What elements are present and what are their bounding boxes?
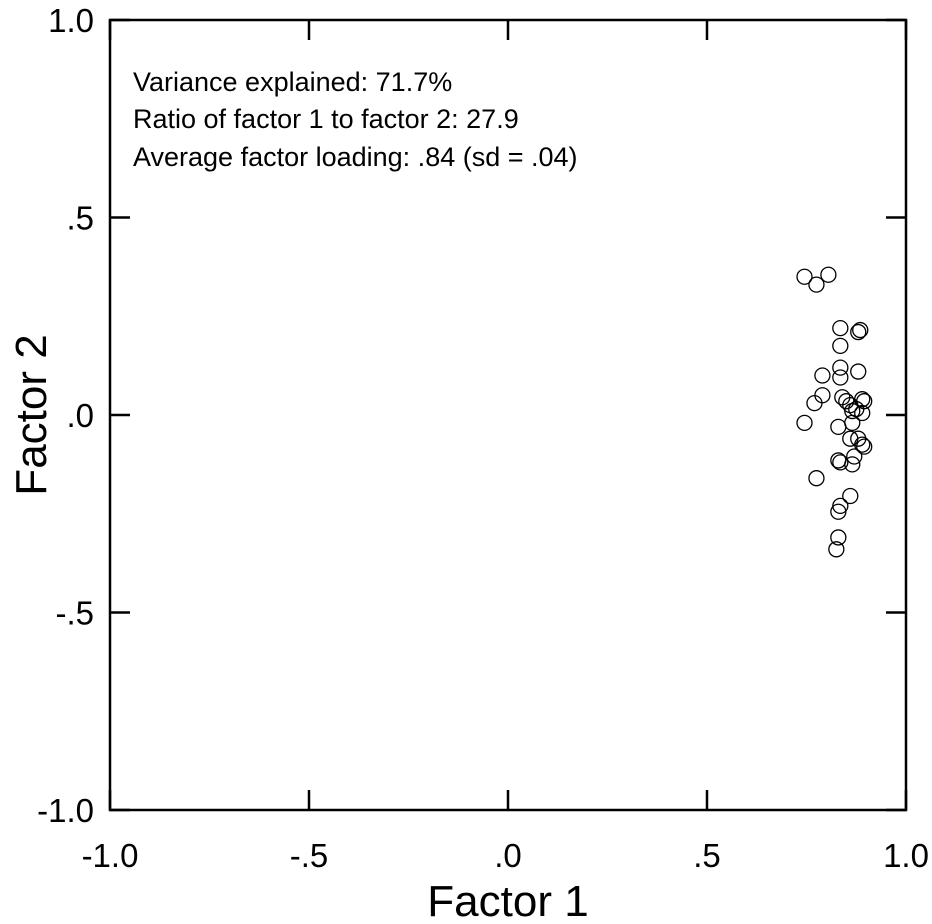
data-point: [852, 321, 869, 339]
data-point: [854, 404, 871, 422]
data-point: [842, 487, 859, 505]
data-point: [828, 541, 845, 558]
y-tick-label: -1.0: [37, 792, 94, 829]
data-point: [820, 266, 837, 283]
data-point: [832, 369, 849, 386]
data-point: [806, 394, 823, 412]
data-point: [844, 402, 861, 420]
data-point: [796, 414, 813, 432]
data-point: [856, 393, 873, 410]
data-point: [854, 436, 871, 453]
x-tick-label: -1.0: [82, 837, 139, 874]
data-point: [808, 276, 825, 293]
data-point: [814, 367, 831, 384]
data-point: [832, 359, 849, 376]
data-point: [854, 391, 871, 408]
data-point: [832, 319, 849, 337]
data-point: [844, 414, 861, 432]
axis-tick-labels: -1.0 -.5 .0 .5 1.0 -1.0 -.5 .0 .5 1.0: [37, 2, 929, 874]
data-point: [832, 454, 849, 471]
data-point: [830, 529, 847, 546]
data-point: [834, 389, 851, 406]
data-point: [856, 438, 873, 455]
x-tick-label: .0: [494, 837, 522, 874]
y-tick-label: .0: [66, 397, 94, 434]
y-tick-label: .5: [66, 200, 94, 237]
data-point: [830, 418, 847, 436]
x-tick-label: -.5: [290, 837, 329, 874]
data-point: [846, 448, 863, 465]
data-points: [796, 266, 873, 558]
x-axis-label: Factor 1: [427, 877, 588, 924]
data-point: [814, 387, 831, 404]
x-tick-label: .5: [693, 837, 721, 874]
plot-frame: [108, 18, 908, 812]
y-tick-label: 1.0: [48, 2, 94, 39]
data-point: [808, 470, 825, 487]
y-axis-label: Factor 2: [7, 334, 56, 495]
x-tick-label: 1.0: [883, 837, 929, 874]
annotation-variance-explained: Variance explained: 71.7%: [133, 67, 452, 97]
data-point: [844, 456, 861, 473]
data-point: [850, 363, 867, 380]
annotation-average-loading: Average factor loading: .84 (sd = .04): [133, 142, 578, 172]
data-point: [838, 393, 855, 410]
data-point: [850, 323, 867, 341]
annotation-factor-ratio: Ratio of factor 1 to factor 2: 27.9: [133, 104, 519, 134]
y-tick-label: -.5: [55, 595, 94, 632]
data-point: [830, 503, 847, 520]
axis-ticks: [108, 18, 908, 812]
data-point: [832, 337, 849, 355]
data-point: [796, 268, 813, 285]
